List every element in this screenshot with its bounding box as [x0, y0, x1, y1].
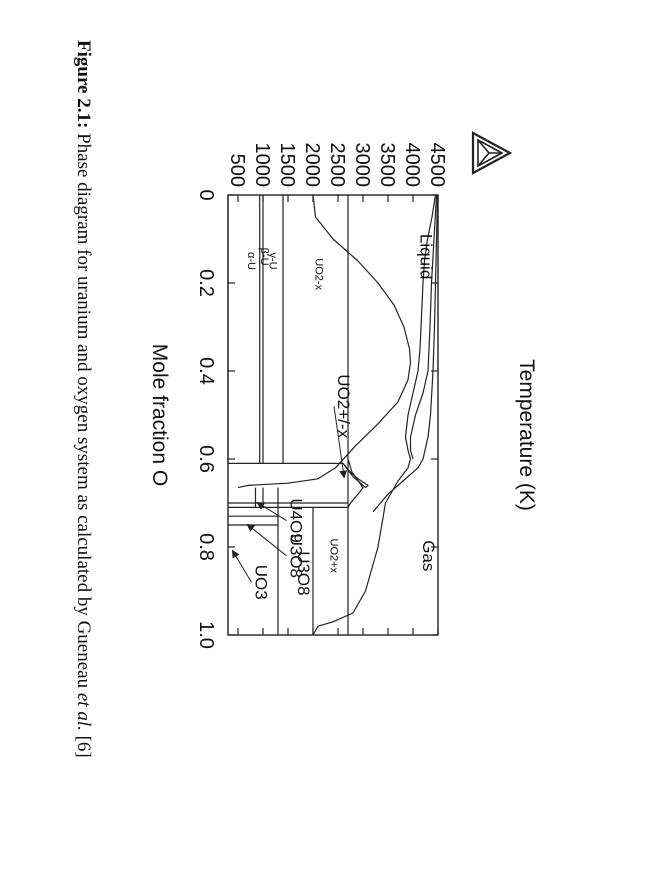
annotation-arrow: [333, 406, 348, 479]
phase-boundary-line: [372, 194, 439, 513]
y-tick-label: 3500: [376, 143, 398, 188]
phase-boundary-line: [342, 463, 369, 489]
x-tick-label: 0.2: [195, 269, 217, 297]
phase-label: Gas: [419, 540, 438, 571]
phase-label: UO2+/-x: [334, 374, 353, 438]
annotation-arrow: [246, 523, 287, 557]
phase-label: UO3: [252, 565, 271, 600]
x-tick-label: 0.4: [195, 357, 217, 385]
y-tick-label: 2500: [326, 143, 348, 188]
figure-caption: Figure 2.1: Phase diagram for uranium an…: [68, 40, 98, 820]
figure-label: Figure 2.1:: [73, 40, 94, 129]
phase-label: U3O8: [287, 534, 306, 578]
y-tick-label: 500: [226, 154, 248, 187]
y-tick-label: 4000: [401, 143, 423, 188]
axes: 0 0.2 0.4 0.6 0.8 1.0 500 1000 1500 2000 2500 3000 3…: [195, 143, 448, 649]
thermo-calc-triangle-logo: [471, 131, 513, 175]
y-tick-label: 2000: [301, 143, 323, 188]
phase-boundary-line: [409, 194, 438, 460]
x-tick-label: 1.0: [195, 621, 217, 649]
y-axis-label: Temperature (K): [515, 359, 538, 511]
phase-label: U4O9: [287, 498, 306, 542]
phase-label: UO2-x: [313, 258, 325, 290]
phase-label: γ-U: [267, 252, 279, 269]
y-tick-label: 3000: [351, 143, 373, 188]
x-tick-label: 0: [195, 189, 217, 200]
phase-label: α-U: [245, 252, 257, 270]
x-axis-label: Mole fraction O: [148, 344, 171, 486]
x-tick-label: 0.6: [195, 445, 217, 473]
phase-label: Liquid: [417, 234, 436, 279]
x-tick-label: 0.8: [195, 533, 217, 561]
phase-boundary-line: [312, 194, 437, 636]
y-tick-label: 4500: [426, 143, 448, 188]
annotation-arrow: [231, 549, 252, 583]
caption-italic: et al.: [73, 692, 94, 731]
series-layer: [227, 194, 439, 636]
caption-reference: [6]: [73, 730, 94, 758]
phase-boundary-line: [347, 458, 364, 508]
y-tick-label: 1000: [251, 143, 273, 188]
phase-label: U3O8: [294, 551, 313, 595]
annotation-layer: LiquidGasUO2-xγ-Uβ-Uα-UUO2+xUO2+/-xU3O8U…: [231, 234, 438, 600]
phase-label: UO2+x: [328, 539, 340, 574]
caption-text: Phase diagram for uranium and oxygen sys…: [73, 128, 94, 693]
y-tick-label: 1500: [276, 143, 298, 188]
phase-boundary-line: [237, 194, 412, 489]
phase-label: β-U: [258, 248, 270, 266]
annotation-arrow: [256, 501, 287, 522]
